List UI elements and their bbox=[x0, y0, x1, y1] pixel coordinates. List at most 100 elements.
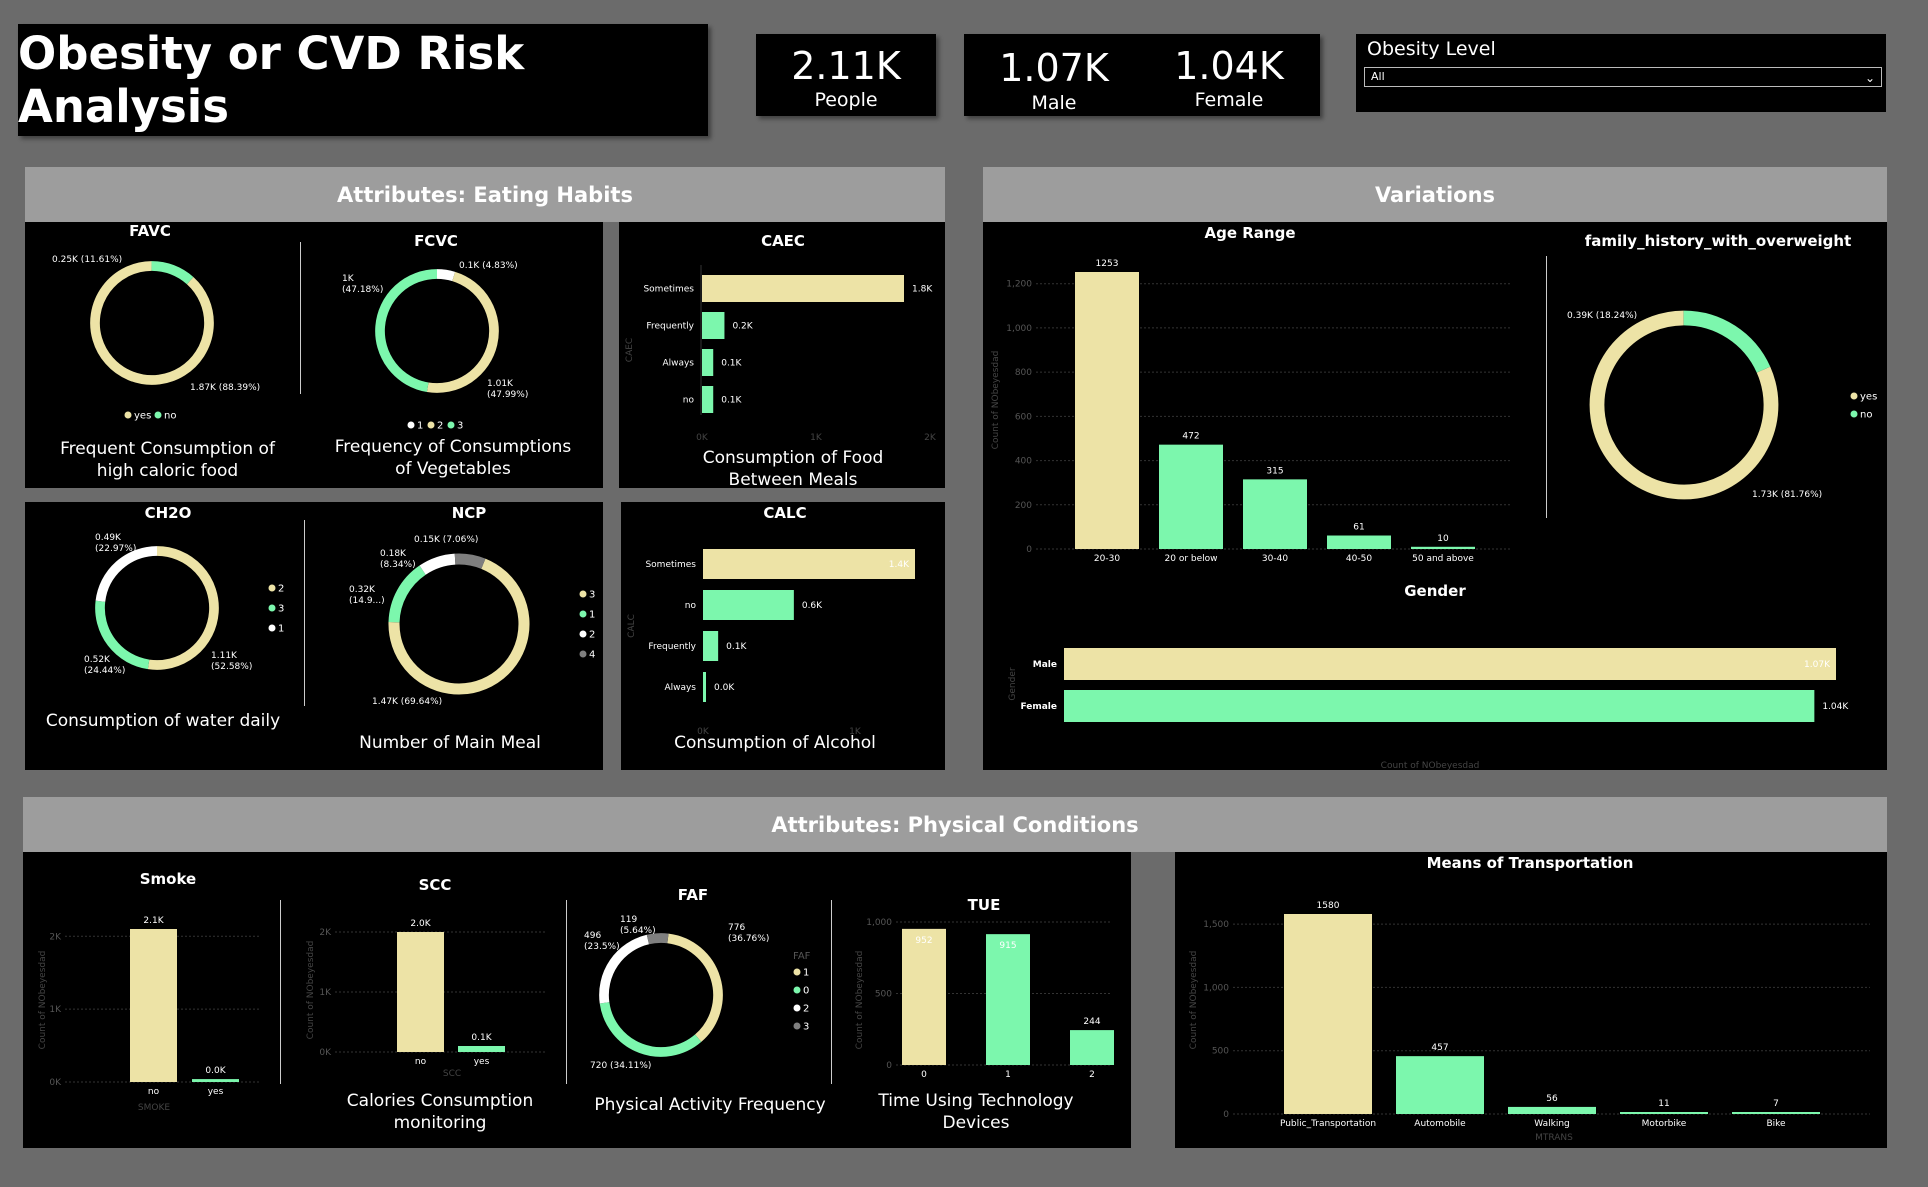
calc-bar[interactable] bbox=[703, 631, 719, 661]
age-bar[interactable] bbox=[1411, 546, 1475, 549]
faf-data-label: 119 bbox=[620, 915, 637, 925]
mtrans-bar[interactable] bbox=[1732, 1112, 1820, 1114]
fcvc-legend-label: 2 bbox=[437, 421, 443, 432]
calc-bar[interactable] bbox=[703, 672, 706, 702]
ch2o-slice[interactable] bbox=[95, 600, 150, 670]
section-variations: Variations bbox=[983, 167, 1887, 222]
faf-slice[interactable] bbox=[667, 933, 723, 1042]
family-slice[interactable] bbox=[1683, 310, 1771, 373]
faf-slice[interactable] bbox=[599, 934, 650, 1004]
mtrans-tick-label: 1,500 bbox=[1203, 920, 1229, 930]
ch2o-slice[interactable] bbox=[95, 546, 158, 603]
mtrans-tick-label: 0 bbox=[1223, 1110, 1229, 1120]
faf-legend-label: 1 bbox=[803, 968, 809, 979]
age-tick-label: 200 bbox=[1015, 501, 1032, 511]
kpi-female-value: 1.04K bbox=[1174, 44, 1284, 88]
caec-tick-label: 0K bbox=[696, 433, 709, 443]
ncp-slice[interactable] bbox=[454, 553, 486, 569]
tue-data-label: 244 bbox=[1083, 1017, 1100, 1027]
ncp-slice[interactable] bbox=[388, 565, 426, 623]
calc-bar[interactable] bbox=[703, 590, 794, 620]
mtrans-tick-label: 1,000 bbox=[1203, 983, 1229, 993]
calc-tick-label: 1K bbox=[849, 727, 862, 737]
kpi-gender-card[interactable]: 1.07K Male 1.04K Female bbox=[964, 34, 1320, 116]
mtrans-bar[interactable] bbox=[1620, 1112, 1708, 1114]
kpi-people-card[interactable]: 2.11K People bbox=[756, 34, 936, 116]
ncp-data-label: 1.47K (69.64%) bbox=[372, 697, 442, 707]
age-tick-label: 800 bbox=[1015, 368, 1032, 378]
tue-data-label: 915 bbox=[999, 941, 1016, 951]
caec-bar[interactable] bbox=[702, 349, 714, 376]
fcvc-slice[interactable] bbox=[426, 271, 499, 393]
caec-category-label: no bbox=[683, 396, 695, 406]
ch2o-title: CH2O bbox=[144, 504, 192, 522]
faf-slice[interactable] bbox=[599, 1002, 702, 1057]
family-history-title: family_history_with_overweight bbox=[1584, 232, 1852, 250]
mtrans-bar[interactable] bbox=[1508, 1106, 1596, 1114]
gender-data-label: 1.07K bbox=[1804, 660, 1831, 670]
tue-bar[interactable] bbox=[902, 928, 946, 1065]
caec-bar[interactable] bbox=[702, 312, 725, 339]
favc-slice[interactable] bbox=[151, 261, 194, 285]
age-bar[interactable] bbox=[1159, 444, 1223, 549]
mtrans-data-label: 1580 bbox=[1317, 901, 1340, 911]
tue-title: TUE bbox=[967, 896, 1001, 914]
caec-tick-label: 2K bbox=[924, 433, 937, 443]
family-slice[interactable] bbox=[1589, 310, 1779, 500]
tue-bar[interactable] bbox=[986, 934, 1030, 1065]
caec-data-label: 0.1K bbox=[721, 396, 742, 406]
tue-bar[interactable] bbox=[1070, 1030, 1114, 1065]
faf-legend-marker bbox=[793, 1004, 801, 1012]
faf-legend-marker bbox=[793, 986, 801, 994]
caec-bar[interactable] bbox=[702, 386, 714, 413]
smoke-bar[interactable] bbox=[192, 1079, 239, 1082]
favc-legend-marker bbox=[124, 411, 132, 419]
faf-data-label: 720 (34.11%) bbox=[590, 1061, 651, 1071]
ncp-slice[interactable] bbox=[388, 558, 530, 695]
fcvc-legend-marker bbox=[427, 421, 435, 429]
dashboard-title: Obesity or CVD Risk Analysis bbox=[18, 27, 525, 133]
divider bbox=[300, 242, 301, 394]
ch2o-legend-label: 1 bbox=[278, 624, 284, 635]
calc-data-label: 0.0K bbox=[714, 683, 735, 693]
kpi-male-label: Male bbox=[1031, 92, 1077, 114]
favc-data-label: 0.25K (11.61%) bbox=[52, 255, 122, 265]
kpi-people-label: People bbox=[814, 89, 878, 111]
smoke-bar[interactable] bbox=[130, 929, 177, 1082]
chevron-down-icon: ⌄ bbox=[1864, 71, 1875, 85]
age-bar[interactable] bbox=[1327, 535, 1391, 549]
age-bar[interactable] bbox=[1243, 479, 1307, 549]
ch2o-slice[interactable] bbox=[147, 546, 219, 670]
ncp-data-label: (14.9...) bbox=[349, 596, 385, 606]
mtrans-bar[interactable] bbox=[1284, 914, 1372, 1114]
scc-bar[interactable] bbox=[397, 932, 444, 1052]
ncp-legend-marker bbox=[579, 590, 587, 598]
family-legend-label: yes bbox=[1860, 392, 1877, 403]
caec-bar[interactable] bbox=[702, 275, 904, 302]
gender-bar[interactable] bbox=[1064, 690, 1815, 722]
smoke-tick-label: 0K bbox=[49, 1078, 62, 1088]
fcvc-slice[interactable] bbox=[375, 269, 438, 393]
smoke-category-label: no bbox=[148, 1087, 160, 1097]
favc-legend-label: yes bbox=[134, 411, 151, 422]
scc-axis-title: Count of NObeyesdad bbox=[306, 941, 316, 1040]
mtrans-bar[interactable] bbox=[1396, 1056, 1484, 1114]
calc-data-label: 0.1K bbox=[726, 642, 747, 652]
faf-data-label: (36.76%) bbox=[728, 934, 769, 944]
scc-bar[interactable] bbox=[458, 1046, 505, 1052]
favc-title: FAVC bbox=[129, 222, 171, 240]
ncp-slice[interactable] bbox=[419, 553, 456, 575]
mtrans-axis-title: Count of NObeyesdad bbox=[1189, 951, 1199, 1050]
calc-bar[interactable] bbox=[703, 549, 915, 579]
calc-category-label: Frequently bbox=[648, 642, 696, 652]
age-bar[interactable] bbox=[1075, 272, 1139, 549]
gender-bar[interactable] bbox=[1064, 648, 1836, 680]
fcvc-slice[interactable] bbox=[436, 269, 456, 282]
mtrans-data-label: 56 bbox=[1546, 1094, 1558, 1104]
faf-slice[interactable] bbox=[646, 933, 669, 945]
obesity-level-dropdown[interactable]: All ⌄ bbox=[1364, 67, 1882, 87]
favc-slice[interactable] bbox=[90, 261, 214, 385]
family-data-label: 1.73K (81.76%) bbox=[1752, 490, 1822, 500]
favc-subtitle: Frequent Consumption of high caloric foo… bbox=[60, 439, 275, 481]
ncp-data-label: 0.15K (7.06%) bbox=[414, 535, 478, 545]
